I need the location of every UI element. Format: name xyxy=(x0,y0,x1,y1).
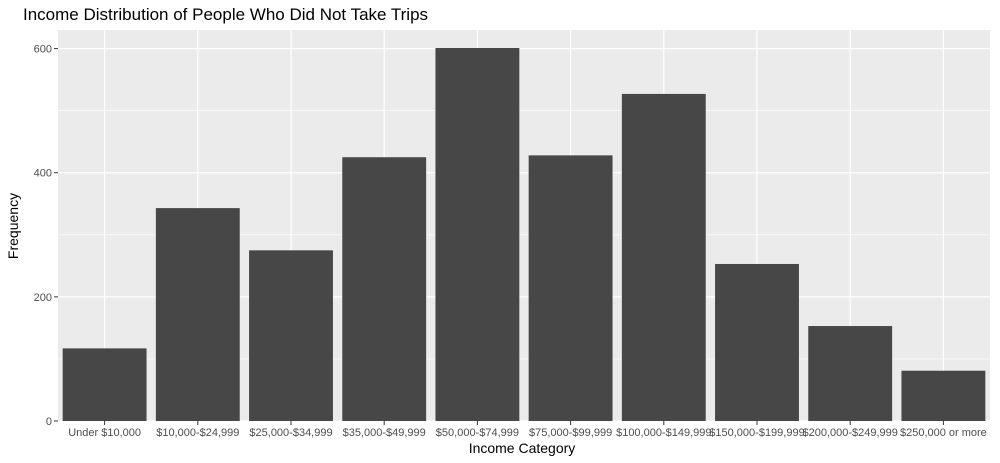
bar xyxy=(249,250,333,421)
chart-title: Income Distribution of People Who Did No… xyxy=(23,5,428,24)
bar xyxy=(901,370,986,421)
x-tick-label: $35,000-$49,999 xyxy=(343,427,426,439)
x-tick-label: $150,000-$199,999 xyxy=(709,427,804,439)
bar xyxy=(342,157,427,421)
bar xyxy=(528,155,613,421)
y-axis-title: Frequency xyxy=(5,193,21,259)
x-tick-label: $250,000 or more xyxy=(900,427,987,439)
x-tick-label: $200,000-$249,999 xyxy=(802,427,897,439)
bars xyxy=(62,47,986,421)
y-tick-label: 200 xyxy=(34,292,52,304)
x-tick-label: $100,000-$149,999 xyxy=(616,427,711,439)
bar xyxy=(155,208,240,421)
y-tick-label: 0 xyxy=(46,416,52,428)
y-tick-label: 600 xyxy=(34,44,52,56)
bar xyxy=(62,348,147,421)
x-tick-label: $75,000-$99,999 xyxy=(529,427,612,439)
y-axis: 0 200 400 600 xyxy=(34,44,58,428)
x-tick-label: $25,000-$34,999 xyxy=(249,427,332,439)
bar xyxy=(435,47,520,421)
x-axis-title: Income Category xyxy=(469,440,576,456)
y-tick-label: 400 xyxy=(34,168,52,180)
x-tick-label: Under $10,000 xyxy=(68,427,141,439)
bar xyxy=(621,93,706,421)
x-axis: Under $10,000 $10,000-$24,999 $25,000-$34,… xyxy=(68,421,987,439)
x-tick-label: $10,000-$24,999 xyxy=(156,427,239,439)
x-tick-label: $50,000-$74,999 xyxy=(436,427,519,439)
bar xyxy=(808,326,893,421)
bar xyxy=(715,263,799,421)
